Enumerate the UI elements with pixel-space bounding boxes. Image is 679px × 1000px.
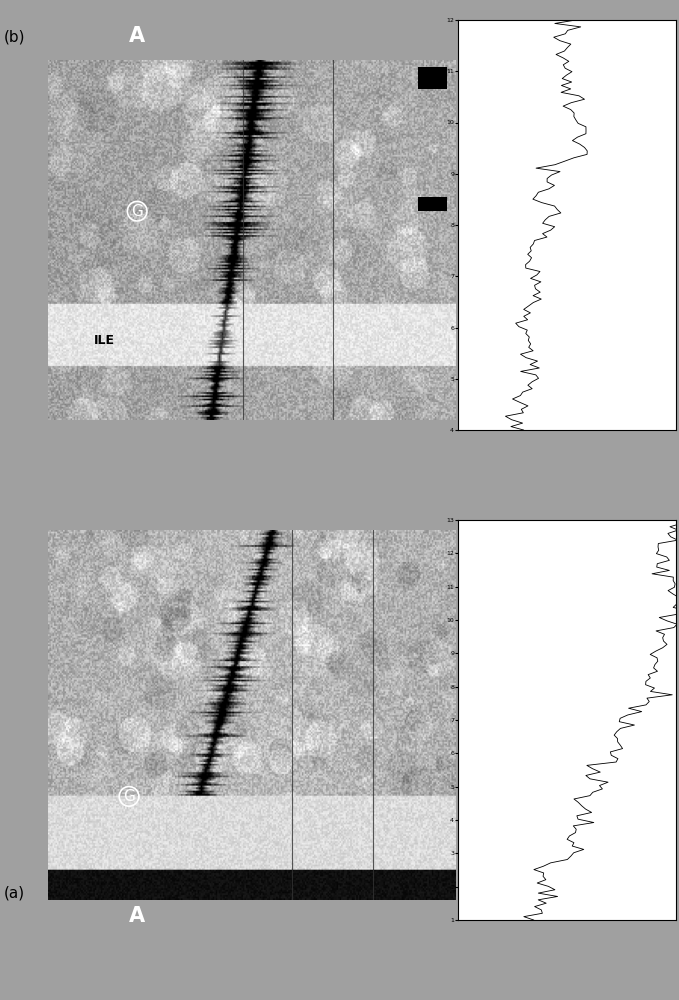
Text: (b): (b) — [3, 30, 25, 45]
Text: (a): (a) — [3, 885, 24, 900]
Bar — [418, 67, 447, 89]
Text: ILE: ILE — [94, 334, 115, 347]
Text: A: A — [129, 906, 145, 926]
Text: G: G — [123, 789, 135, 804]
Text: G: G — [131, 204, 143, 219]
Text: A: A — [129, 26, 145, 46]
Bar — [418, 197, 447, 211]
